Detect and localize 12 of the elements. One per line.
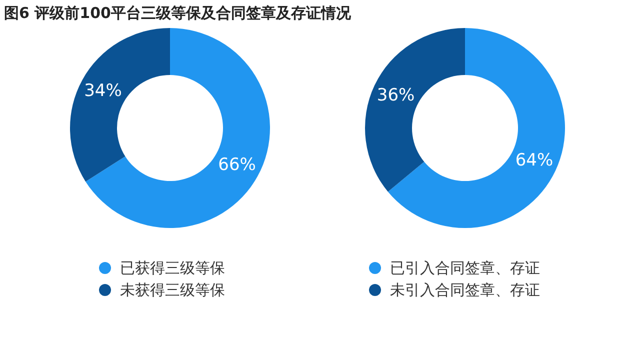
legend-label: 未引入合同签章、存证: [390, 281, 540, 299]
legend-label: 已引入合同签章、存证: [390, 259, 540, 277]
data-label: 34%: [84, 81, 122, 102]
data-label: 36%: [376, 85, 415, 106]
donut-slice: [70, 28, 170, 182]
chart-title: 图6 评级前100平台三级等保及合同签章及存证情况: [4, 4, 352, 22]
data-label: 64%: [515, 150, 554, 171]
legend-label: 已获得三级等保: [120, 259, 225, 277]
legend-label: 未获得三级等保: [120, 281, 225, 299]
donut-slice: [365, 28, 465, 192]
data-label: 66%: [218, 154, 256, 175]
donut-slice: [86, 28, 270, 228]
